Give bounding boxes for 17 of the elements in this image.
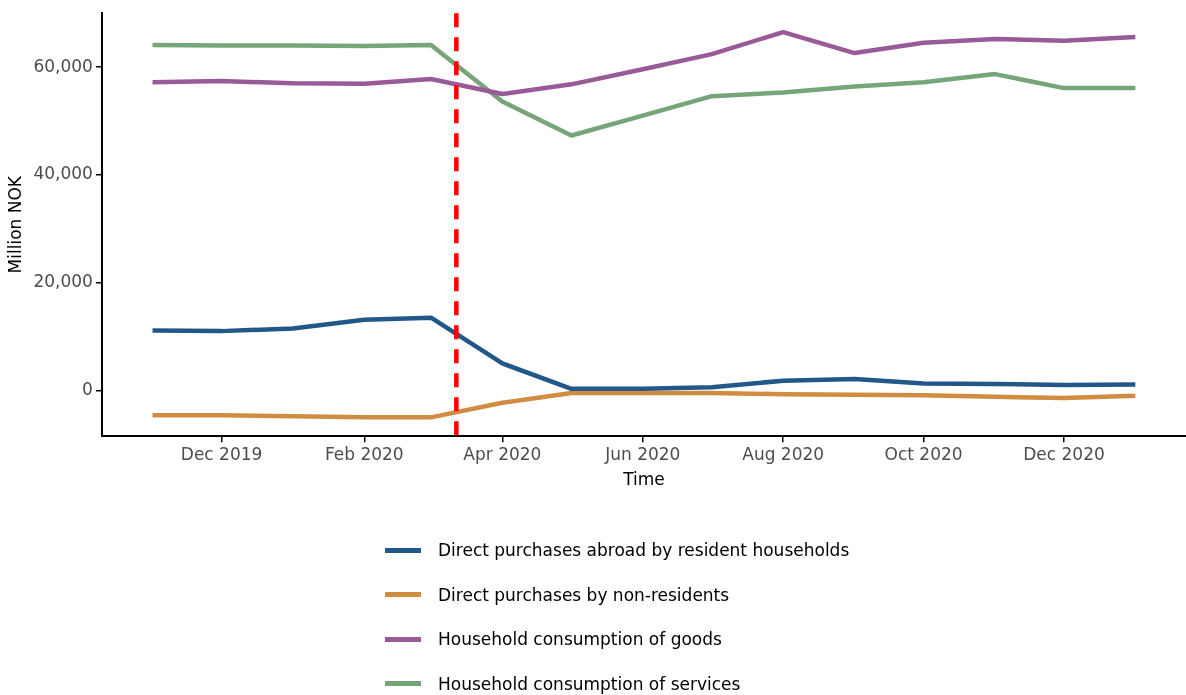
x-tick-label: Jun 2020 <box>604 443 681 464</box>
legend-label: Direct purchases by non-residents <box>438 584 730 605</box>
x-tick-label: Feb 2020 <box>324 443 404 464</box>
x-axis-title: Time <box>622 469 665 490</box>
y-axis-title: Million NOK <box>4 175 25 274</box>
x-tick-label: Dec 2019 <box>180 443 263 464</box>
x-tick-label: Aug 2020 <box>742 443 825 464</box>
y-tick-label: 60,000 <box>33 55 93 76</box>
y-tick-label: 0 <box>82 378 93 399</box>
x-tick-label: Apr 2020 <box>463 443 542 464</box>
x-tick-label: Oct 2020 <box>884 443 963 464</box>
legend-label: Household consumption of goods <box>438 629 722 650</box>
y-tick-label: 20,000 <box>33 271 93 292</box>
legend-label: Direct purchases abroad by resident households <box>438 540 850 561</box>
legend-label: Household consumption of services <box>438 673 741 694</box>
x-tick-label: Dec 2020 <box>1023 443 1105 464</box>
y-tick-label: 40,000 <box>33 163 93 184</box>
